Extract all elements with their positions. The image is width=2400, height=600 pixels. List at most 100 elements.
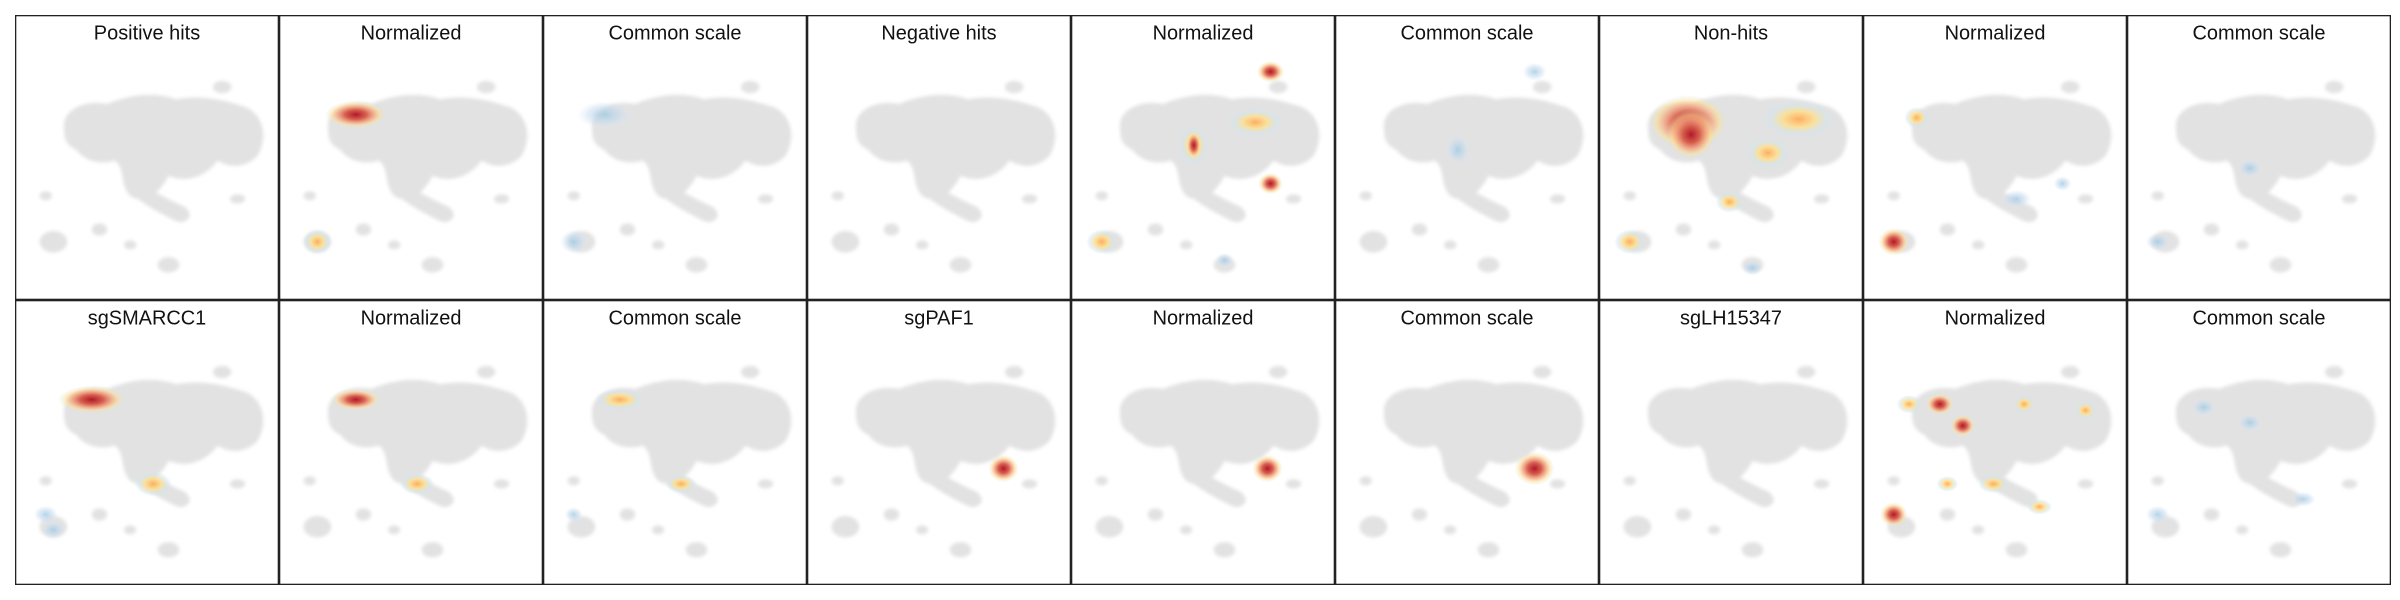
density-hotspot (1925, 393, 1954, 415)
panel: Common scale (1335, 300, 1599, 585)
density-hotspot (325, 100, 387, 129)
density-hotspot (1746, 137, 1790, 169)
panel-title: Common scale (609, 23, 742, 45)
panel: sgLH15347 (1599, 300, 1863, 585)
panel-border (1335, 15, 1599, 300)
density-hotspot (41, 520, 66, 540)
density-hotspot (2145, 232, 2170, 251)
panel-title: Positive hits (94, 23, 200, 45)
panel: Negative hits (807, 15, 1071, 300)
density-hotspot (57, 385, 126, 414)
panel: Normalized (279, 15, 543, 300)
panel: Common scale (2127, 15, 2391, 300)
density-hotspot (303, 229, 332, 255)
density-hotspot (134, 471, 172, 497)
embedding-background (2152, 366, 2376, 558)
density-hotspot (331, 388, 381, 411)
embedding-background (2152, 81, 2376, 273)
panel-title: Normalized (1153, 23, 1254, 45)
panel-border (543, 300, 807, 585)
density-hotspot (1896, 395, 1922, 414)
density-hotspot (1086, 229, 1118, 255)
panel-title: Common scale (1401, 23, 1534, 45)
density-hotspot (1950, 414, 1976, 437)
panel-border (15, 15, 279, 300)
panel-border (1071, 15, 1335, 300)
embedding-background (1624, 366, 1848, 558)
panel-border (15, 300, 279, 585)
density-hotspot (2237, 413, 2263, 432)
panel-border (1863, 15, 2127, 300)
density-hotspot (1258, 172, 1283, 195)
density-hotspot (2027, 499, 2052, 515)
panel-border (1599, 300, 1863, 585)
density-hotspot (1936, 476, 1959, 492)
density-hotspot (564, 506, 583, 523)
panel-title: Normalized (1945, 23, 2046, 45)
density-hotspot (1878, 227, 1910, 256)
density-hotspot (2001, 189, 2032, 209)
panel-title: Common scale (1401, 308, 1534, 330)
panel: Normalized (1071, 300, 1335, 585)
density-hotspot (559, 229, 588, 255)
density-hotspot (1904, 106, 1929, 129)
density-hotspot (1614, 229, 1646, 255)
panel-title: Common scale (609, 308, 742, 330)
embedding-background (1096, 366, 1320, 558)
panel: Common scale (543, 15, 807, 300)
panel: Normalized (1863, 15, 2127, 300)
density-hotspot (2053, 175, 2072, 192)
density-hotspot (1879, 502, 1908, 527)
density-hotspot (1666, 110, 1716, 160)
density-hotspot (1522, 62, 1547, 81)
panel-border (1071, 300, 1335, 585)
panel-title: sgPAF1 (904, 308, 973, 330)
density-hotspot (1514, 451, 1555, 486)
density-hotspot (1215, 252, 1234, 268)
density-hotspot (1978, 474, 2009, 494)
panel-border (2127, 15, 2391, 300)
density-hotspot (1715, 191, 1744, 213)
panel-title: Negative hits (881, 23, 996, 45)
panel-title: Normalized (361, 23, 462, 45)
panel: Common scale (543, 300, 807, 585)
panel-border (807, 300, 1071, 585)
panel: Common scale (2127, 300, 2391, 585)
density-hotspot (1252, 454, 1283, 483)
density-hotspot (1227, 108, 1283, 137)
embedding-background (40, 81, 264, 273)
density-hotspot (2145, 505, 2170, 524)
panel: Normalized (1071, 15, 1335, 300)
panel: Common scale (1335, 15, 1599, 300)
density-hotspot (400, 473, 435, 495)
panel: sgPAF1 (807, 300, 1071, 585)
panel-border (543, 15, 807, 300)
density-hotspot (595, 388, 645, 411)
embedding-background (1096, 81, 1320, 273)
embedding-background (1360, 81, 1584, 273)
panel-border (807, 15, 1071, 300)
density-hotspot (2291, 491, 2316, 507)
embedding-background (832, 81, 1056, 273)
panel: sgSMARCC1 (15, 300, 279, 585)
density-hotspot (1256, 60, 1285, 83)
panel-border (1335, 300, 1599, 585)
density-hotspot (988, 454, 1019, 483)
density-hotspot (576, 100, 633, 129)
panel: Non-hits (1599, 15, 1863, 300)
panel-title: sgSMARCC1 (88, 308, 207, 330)
panel-border (279, 15, 543, 300)
density-hotspot (1445, 134, 1471, 166)
density-hotspot (2191, 398, 2217, 417)
embedding-background (832, 366, 1056, 558)
density-hotspot (2013, 395, 2035, 414)
density-hotspot (665, 474, 697, 494)
panel: Normalized (279, 300, 543, 585)
density-hotspot (1741, 260, 1764, 276)
panel-title: Normalized (361, 308, 462, 330)
density-hotspot (2237, 159, 2263, 178)
panel-border (1863, 300, 2127, 585)
panel: Positive hits (15, 15, 279, 300)
density-hotspot (1186, 131, 1202, 160)
